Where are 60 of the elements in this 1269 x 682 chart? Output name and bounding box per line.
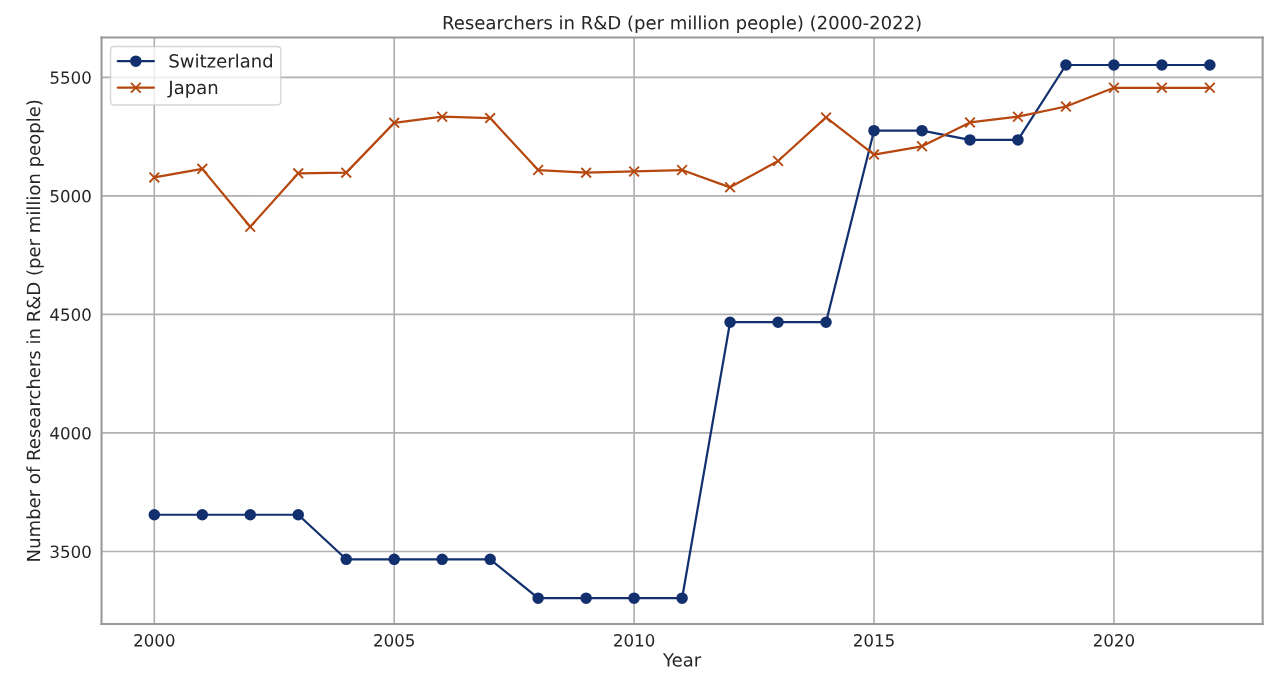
y-tick-label: 5500 <box>50 71 91 84</box>
point <box>820 111 832 124</box>
point <box>1156 59 1168 71</box>
point <box>484 112 496 124</box>
point <box>676 164 688 176</box>
point <box>1012 110 1024 123</box>
point <box>196 508 209 521</box>
point <box>964 134 976 146</box>
point <box>1204 82 1216 94</box>
point <box>772 316 784 329</box>
point <box>1156 82 1168 94</box>
point <box>1108 82 1120 94</box>
point <box>868 124 880 137</box>
point <box>196 163 209 175</box>
point <box>580 592 592 604</box>
point <box>1060 100 1072 113</box>
y-axis-title: Number of Researchers in R&D (per million people) <box>26 100 44 561</box>
y-tick-label: 3500 <box>50 545 91 559</box>
point <box>532 164 544 176</box>
x-tick-label: 2010 <box>614 634 655 647</box>
point <box>724 316 736 329</box>
point <box>388 553 400 566</box>
point <box>292 167 305 180</box>
point <box>820 316 832 329</box>
point <box>244 508 257 521</box>
point <box>388 117 400 129</box>
point <box>772 155 784 167</box>
y-tick-label: 4000 <box>50 426 91 440</box>
legend-label: Switzerland <box>169 53 272 68</box>
point <box>340 553 352 566</box>
x-tick-label: 2005 <box>374 634 414 647</box>
point <box>580 166 592 179</box>
point <box>532 592 544 604</box>
point <box>1108 59 1120 71</box>
point <box>676 592 688 604</box>
point <box>1060 59 1072 71</box>
y-tick-label: 5000 <box>50 189 91 203</box>
point <box>964 116 976 129</box>
x-tick-label: 2015 <box>854 634 894 647</box>
point <box>868 148 880 161</box>
point <box>484 553 496 566</box>
point <box>724 181 736 194</box>
x-tick-label: 2020 <box>1093 634 1135 647</box>
chart-title: Researchers in R&D (per million people) (2000-2022) <box>443 15 921 33</box>
point <box>148 171 161 184</box>
point <box>916 140 928 153</box>
x-tick-label: 2000 <box>134 634 175 647</box>
point <box>916 124 928 137</box>
point <box>436 110 448 123</box>
point <box>340 166 352 179</box>
point <box>628 592 640 604</box>
point <box>292 508 305 521</box>
y-tick-label: 4500 <box>50 308 91 321</box>
point <box>1012 134 1024 146</box>
point <box>436 553 448 566</box>
x-axis-title: Year <box>662 653 702 667</box>
point <box>1204 59 1216 71</box>
legend-label: Japan <box>167 80 218 98</box>
point <box>148 508 161 521</box>
point <box>628 165 640 178</box>
